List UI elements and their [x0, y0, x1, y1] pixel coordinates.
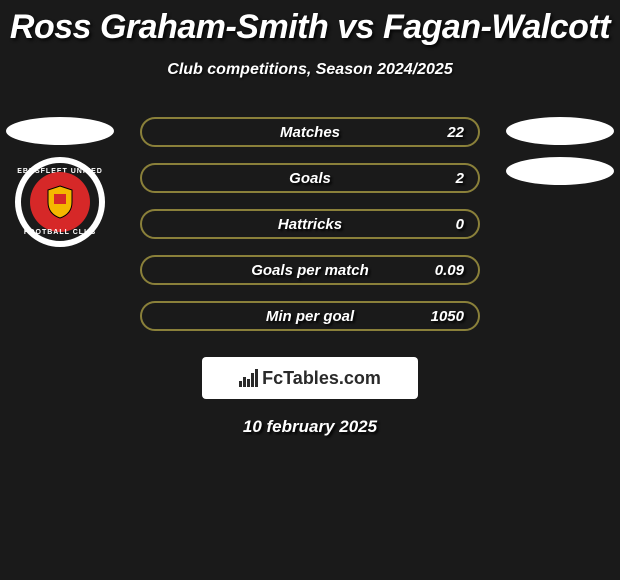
stat-value: 0.09 [435, 262, 464, 279]
stat-label: Min per goal [266, 308, 354, 325]
stat-label: Goals [289, 170, 331, 187]
left-flag-icon [6, 117, 114, 145]
left-player-column: EBBSFLEET UNITED FOOTBALL CLUB [0, 117, 120, 247]
left-club-badge: EBBSFLEET UNITED FOOTBALL CLUB [15, 157, 105, 247]
stats-table: Matches 22 Goals 2 Hattricks 0 Goals per match… [140, 117, 480, 331]
stat-value: 1050 [431, 308, 464, 325]
stat-row: Min per goal 1050 [140, 301, 480, 331]
right-flag2-icon [506, 157, 614, 185]
stat-row: Hattricks 0 [140, 209, 480, 239]
comparison-content: EBBSFLEET UNITED FOOTBALL CLUB Matches22… [0, 117, 620, 331]
right-flag-icon [506, 117, 614, 145]
stat-value: 2 [456, 170, 464, 187]
chart-bars-icon [239, 369, 258, 387]
watermark-text: FcTables.com [262, 368, 381, 389]
badge-text-bottom: FOOTBALL CLUB [24, 229, 96, 236]
stat-label: Hattricks [278, 216, 342, 233]
page-title: Ross Graham-Smith vs Fagan-Walcott [0, 0, 620, 47]
subtitle: Club competitions, Season 2024/2025 [0, 61, 620, 79]
shield-icon [42, 184, 78, 220]
stat-row: Goals per match 0.09 [140, 255, 480, 285]
left-club-badge-inner [30, 172, 90, 232]
stat-value: 0 [456, 216, 464, 233]
watermark: FcTables.com [202, 357, 418, 399]
date-label: 10 february 2025 [0, 417, 620, 437]
right-player-column [500, 117, 620, 185]
stat-row: Goals 2 [140, 163, 480, 193]
stat-value: 22 [447, 124, 464, 141]
stat-label: Matches [280, 124, 340, 141]
stat-row: Matches 22 [140, 117, 480, 147]
stat-label: Goals per match [251, 262, 369, 279]
